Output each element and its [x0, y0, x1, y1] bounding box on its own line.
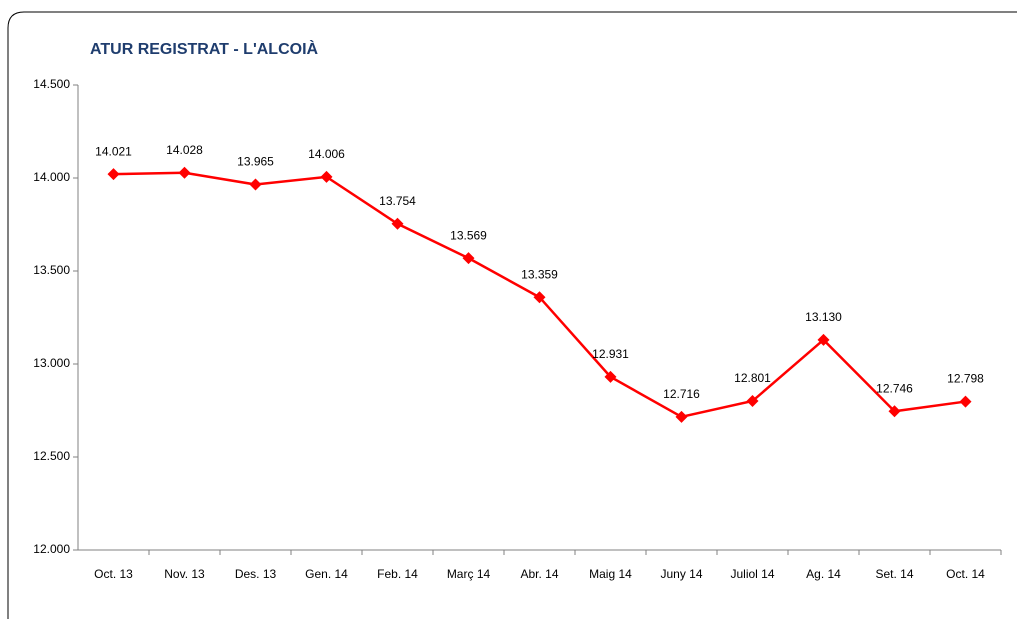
- x-tick-label: Oct. 13: [94, 567, 133, 581]
- data-label: 12.801: [734, 371, 771, 385]
- x-tick-label: Oct. 14: [946, 567, 985, 581]
- y-tick-label: 14.500: [33, 77, 70, 91]
- marker: [107, 168, 120, 181]
- x-tick-label: Juny 14: [660, 567, 702, 581]
- marker: [746, 395, 759, 408]
- data-label: 12.716: [663, 387, 700, 401]
- marker: [533, 291, 546, 304]
- x-tick-label: Feb. 14: [377, 567, 418, 581]
- chart-border: [7, 11, 1017, 619]
- x-tick-label: Gen. 14: [305, 567, 348, 581]
- y-tick-label: 13.500: [33, 263, 70, 277]
- y-tick-label: 12.500: [33, 449, 70, 463]
- data-label: 12.798: [947, 372, 984, 386]
- x-tick-label: Nov. 13: [164, 567, 205, 581]
- x-tick-label: Set. 14: [875, 567, 913, 581]
- x-tick-label: Març 14: [447, 567, 491, 581]
- x-tick-label: Maig 14: [589, 567, 632, 581]
- marker: [462, 252, 475, 265]
- marker: [320, 170, 333, 183]
- data-label: 13.569: [450, 228, 487, 242]
- marker: [817, 333, 830, 346]
- data-label: 13.965: [237, 155, 274, 169]
- x-tick-label: Ag. 14: [806, 567, 841, 581]
- y-tick-label: 14.000: [33, 170, 70, 184]
- data-label: 13.754: [379, 194, 416, 208]
- marker: [675, 410, 688, 423]
- data-label: 14.021: [95, 144, 132, 158]
- data-label: 13.130: [805, 310, 842, 324]
- data-label: 12.746: [876, 381, 913, 395]
- marker: [959, 395, 972, 408]
- y-tick-label: 13.000: [33, 356, 70, 370]
- data-label: 12.931: [592, 347, 629, 361]
- marker: [391, 217, 404, 230]
- x-tick-label: Juliol 14: [730, 567, 774, 581]
- marker: [604, 370, 617, 383]
- marker: [888, 405, 901, 418]
- data-label: 14.006: [308, 147, 345, 161]
- y-tick-label: 12.000: [33, 542, 70, 556]
- chart-title: ATUR REGISTRAT - L'ALCOIÀ: [90, 39, 319, 58]
- marker: [249, 178, 262, 191]
- x-tick-label: Abr. 14: [520, 567, 558, 581]
- data-label: 13.359: [521, 267, 558, 281]
- marker: [178, 166, 191, 179]
- data-label: 14.028: [166, 143, 203, 157]
- x-tick-label: Des. 13: [235, 567, 277, 581]
